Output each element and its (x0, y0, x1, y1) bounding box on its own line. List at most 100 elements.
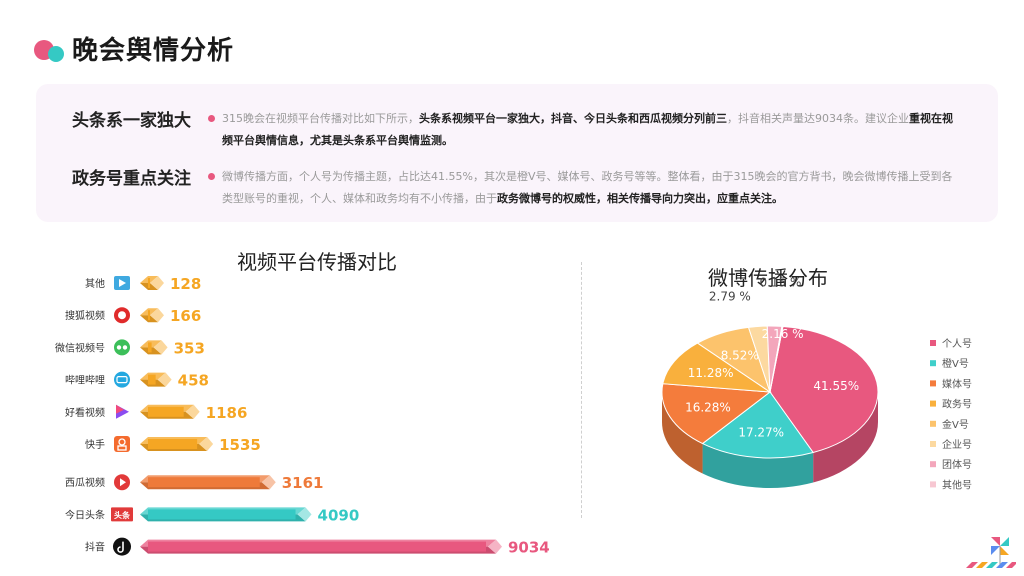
summary-text-video: 315晚会在视频平台传播对比如下所示，头条系视频平台一家独大，抖音、今日头条和西… (222, 108, 962, 152)
bar (148, 477, 260, 488)
chart-divider (581, 262, 582, 518)
bar-category-label: 搜狐视频 (65, 309, 105, 322)
bar-value-label: 1186 (206, 404, 248, 422)
summary-text-part: ，抖音相关声量达9034条。建议企业 (727, 112, 909, 125)
summary-text-weibo: 微博传播方面，个人号为传播主题，占比达41.55%，其次是橙V号、媒体号、政务号… (222, 166, 962, 210)
bar-category-label: 今日头条 (65, 508, 105, 521)
bar-end-cap (150, 276, 164, 290)
legend-label: 企业号 (942, 438, 972, 451)
pie-value-label: 11.28% (688, 366, 734, 380)
bar (148, 310, 150, 321)
summary-text-part: 315晚会在视频平台传播对比如下所示， (222, 112, 419, 125)
bar-chart-title: 视频平台传播对比 (237, 250, 397, 274)
bilibili-icon (114, 371, 130, 388)
bar-value-label: 128 (170, 275, 201, 293)
bar-value-label: 166 (170, 307, 201, 325)
bar-value-label: 9034 (508, 539, 550, 557)
toutiao-icon: 头条 (111, 507, 133, 522)
bar-category-label: 其他 (85, 277, 105, 290)
bar (148, 541, 486, 552)
bar-end-cap (488, 539, 502, 554)
summary-highlight: 头条系视频平台一家独大，抖音、今日头条和西瓜视频分列前三 (419, 112, 727, 125)
bar-end-cap (157, 372, 172, 387)
bar (148, 439, 198, 449)
legend-swatch (930, 481, 936, 488)
bar-value-label: 4090 (318, 506, 360, 524)
pinwheel-logo-icon (966, 537, 1016, 568)
pie-chart-title: 微博传播分布 (708, 266, 828, 290)
bullet-icon (208, 173, 215, 180)
pie-slice (662, 342, 772, 393)
pie-value-label: 2.79 % (709, 289, 751, 303)
pie-sides (662, 392, 878, 488)
bar-end-cap (261, 475, 276, 490)
legend-label: 政务号 (942, 398, 972, 411)
summary-highlight: 政务微博号的权威性，相关传播导向力突出，应重点关注。 (497, 192, 783, 205)
pie-value-label: 2.16 % (762, 327, 804, 341)
legend-swatch (930, 400, 936, 407)
douyin-icon (113, 537, 131, 556)
pie-chart: 41.55% 17.27% 16.28% 11.28% 8.52% 2.79 % 2.16 … (661, 275, 972, 491)
pie-slice-side (702, 443, 814, 488)
bar-chart: 其他 128 搜狐视频 166 微信视频号 353 哔哩哔哩 458 好看视频 1186 快手 153… (55, 275, 550, 557)
summary-highlight: 重视在视频平台舆情信息，尤其是头条系平台舆情监测。 (222, 112, 953, 147)
bullet-icon (208, 115, 215, 122)
pie-value-label: 0.15 % (759, 275, 801, 289)
xigua-icon (114, 474, 130, 491)
bar-end-cap (153, 340, 168, 355)
pie-slice-side (662, 392, 703, 474)
bar (148, 406, 184, 417)
video-play-icon (114, 276, 130, 290)
bar-end-cap (150, 308, 164, 323)
bar-value-label: 458 (178, 372, 209, 390)
bar-category-label: 快手 (85, 438, 105, 451)
legend-label: 团体号 (942, 459, 972, 471)
legend-label: 其他号 (942, 478, 972, 491)
legend-swatch (930, 461, 936, 468)
bar-category-label: 西瓜视频 (65, 476, 105, 489)
summary-panel: 头条系一家独大 315晚会在视频平台传播对比如下所示，头条系视频平台一家独大，抖… (36, 84, 998, 222)
bar (148, 278, 150, 288)
legend-swatch (930, 441, 936, 447)
legend-label: 橙V号 (942, 357, 969, 370)
legend-label: 个人号 (942, 338, 972, 350)
legend-swatch (930, 380, 936, 387)
bar-end-cap (199, 437, 214, 451)
sohu-icon (114, 307, 130, 324)
pie-slice (701, 391, 814, 459)
pie-value-label: 16.28% (685, 400, 731, 414)
bar (148, 374, 156, 385)
pie-slice (769, 325, 784, 393)
pie-value-label: 17.27% (738, 426, 784, 440)
legend-swatch (930, 340, 936, 346)
pie-slice-side (813, 392, 878, 483)
legend-swatch (930, 360, 936, 367)
legend-label: 金V号 (942, 418, 969, 431)
bar-category-label: 哔哩哔哩 (65, 374, 105, 387)
bar-end-cap (297, 507, 312, 522)
bar-category-label: 抖音 (85, 541, 105, 554)
summary-heading-weibo: 政务号重点关注 (72, 169, 191, 189)
summary-heading-video: 头条系一家独大 (72, 111, 191, 131)
legend-swatch (930, 420, 936, 427)
pie-value-label: 41.55% (813, 379, 859, 393)
bar (148, 509, 296, 520)
bar-value-label: 3161 (282, 474, 324, 492)
bar-category-label: 好看视频 (65, 406, 105, 419)
title-decoration-icon (34, 34, 68, 64)
bar-category-label: 微信视频号 (55, 341, 105, 354)
pie-slice (769, 325, 879, 454)
svg-text:头条: 头条 (114, 510, 131, 520)
bar (148, 342, 152, 353)
summary-text-part: 微博传播方面，个人号为传播主题，占比达41.55%，其次是橙V号、媒体号、政务号… (222, 170, 953, 205)
pie-value-label: 8.52% (721, 348, 759, 362)
page-header: 晚会舆情分析 (34, 30, 234, 67)
kuaishou-icon (114, 436, 130, 452)
bar-value-label: 1535 (219, 436, 261, 454)
haokan-icon (116, 404, 129, 419)
pie-slice (661, 383, 772, 445)
bar-value-label: 353 (174, 339, 205, 357)
wechat-channels-icon (114, 339, 130, 356)
page-title: 晚会舆情分析 (72, 36, 235, 66)
